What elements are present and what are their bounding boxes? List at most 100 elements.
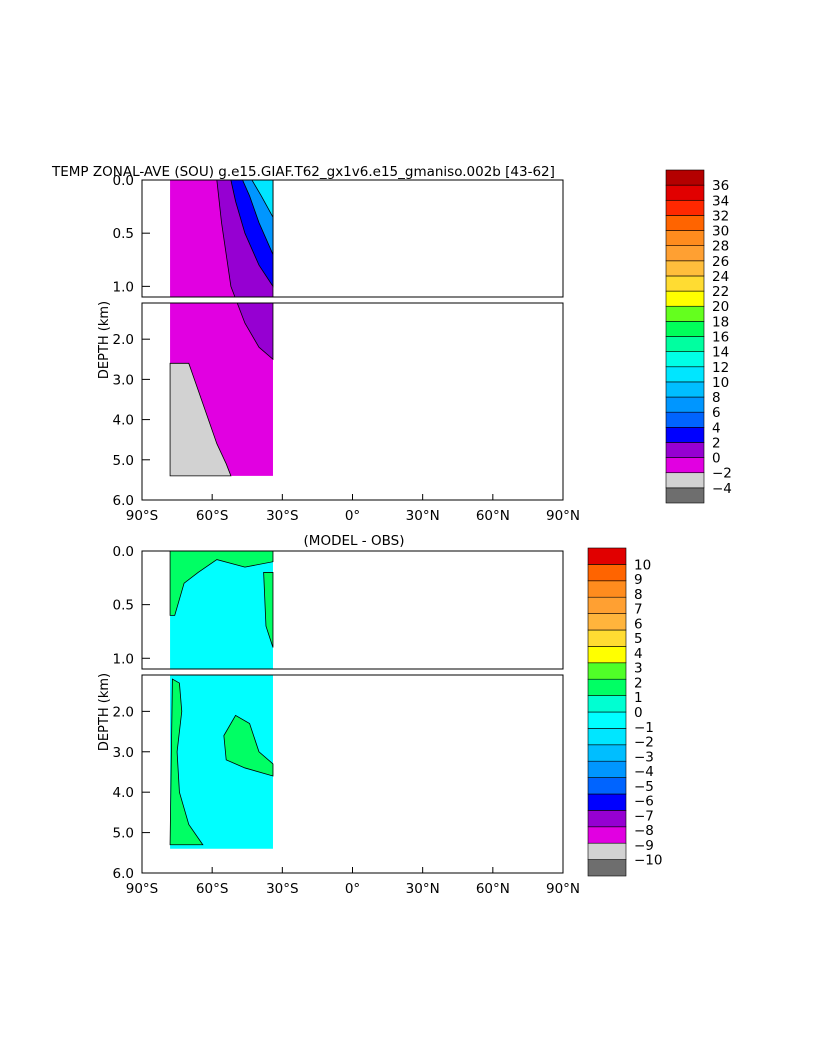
colorbar-label: −2 bbox=[712, 466, 732, 482]
colorbar-label: −4 bbox=[634, 764, 654, 780]
y-tick-label: 0.0 bbox=[113, 544, 134, 560]
x-tick-label: 60°S bbox=[196, 881, 229, 897]
colorbar-label: 18 bbox=[712, 314, 729, 330]
colorbar-swatch bbox=[665, 411, 705, 428]
colorbar-label: 0 bbox=[712, 451, 721, 467]
colorbar-swatch bbox=[587, 777, 627, 795]
colorbar-label: 20 bbox=[712, 299, 729, 315]
colorbar-swatch bbox=[665, 427, 705, 443]
colorbar-swatch bbox=[665, 199, 705, 216]
x-tick-label: 0° bbox=[345, 881, 360, 897]
colorbar-swatch bbox=[665, 381, 705, 398]
colorbar-label: −10 bbox=[634, 853, 663, 869]
x-tick-label: 0° bbox=[345, 508, 360, 524]
colorbar-swatch bbox=[665, 184, 705, 201]
colorbar-label: 10 bbox=[712, 375, 729, 391]
colorbar-swatch bbox=[587, 662, 627, 680]
colorbar-swatch bbox=[587, 547, 627, 565]
x-tick-label: 60°N bbox=[476, 508, 510, 524]
colorbar-label: 6 bbox=[634, 616, 643, 632]
colorbar-swatch bbox=[665, 260, 705, 277]
y-tick-label: 0.0 bbox=[113, 173, 134, 189]
colorbar-swatch bbox=[665, 442, 705, 458]
y-tick-label: 1.0 bbox=[113, 279, 134, 295]
colorbar-swatch bbox=[587, 629, 627, 647]
colorbar-label: 2 bbox=[712, 435, 721, 451]
colorbar-swatch bbox=[665, 169, 705, 186]
region-0-1-west bbox=[169, 678, 204, 846]
colorbar-swatch bbox=[665, 487, 705, 504]
colorbar-swatch bbox=[587, 596, 627, 614]
colorbar-label: 14 bbox=[712, 345, 729, 361]
colorbar-label: 4 bbox=[634, 646, 643, 662]
colorbar-swatch bbox=[665, 396, 705, 413]
colorbar-swatch bbox=[587, 646, 627, 664]
colorbar-label: 4 bbox=[712, 420, 721, 436]
colorbar-label: −3 bbox=[634, 749, 654, 765]
top-panel-plot: 0.0 0.5 1.0 2.0 3.0 4.0 5.0 6.090°S 60°S 30°S 0° 30… bbox=[113, 173, 581, 524]
colorbar-swatch bbox=[587, 760, 627, 778]
colorbar-swatch bbox=[665, 275, 705, 292]
axis-break-gap bbox=[141, 297, 564, 303]
colorbar-swatch bbox=[665, 366, 705, 383]
colorbar-swatch bbox=[665, 215, 705, 231]
colorbar-label: 26 bbox=[712, 254, 729, 270]
x-tick-label: 30°S bbox=[266, 508, 299, 524]
colorbar-swatch bbox=[587, 711, 627, 729]
colorbar-label: −9 bbox=[634, 838, 654, 854]
x-tick-label: 30°N bbox=[406, 881, 440, 897]
colorbar-swatch bbox=[665, 472, 705, 489]
colorbar-label: −5 bbox=[634, 779, 654, 795]
colorbar-label: −7 bbox=[634, 808, 654, 824]
y-tick-label: 2.0 bbox=[113, 704, 134, 720]
colorbar-label: 32 bbox=[712, 208, 729, 224]
colorbar-label: 28 bbox=[712, 239, 729, 255]
colorbar-label: 22 bbox=[712, 284, 729, 300]
y-tick-label: 4.0 bbox=[113, 785, 134, 801]
colorbar-label: 16 bbox=[712, 330, 729, 346]
colorbar-label: −6 bbox=[634, 794, 654, 810]
colorbar-swatch bbox=[587, 826, 627, 844]
x-tick-label: 90°N bbox=[546, 881, 580, 897]
colorbar-label: 2 bbox=[634, 675, 643, 691]
y-tick-label: 2.0 bbox=[113, 332, 134, 348]
colorbar-label: −1 bbox=[634, 720, 654, 736]
colorbar-label: 12 bbox=[712, 360, 729, 376]
y-tick-label: 6.0 bbox=[113, 493, 134, 509]
colorbar-swatch bbox=[587, 678, 627, 696]
colorbar-swatch bbox=[587, 580, 627, 598]
y-tick-label: 4.0 bbox=[113, 413, 134, 429]
colorbar-swatch bbox=[587, 793, 627, 811]
colorbar-swatch bbox=[587, 695, 627, 713]
y-tick-label: 5.0 bbox=[113, 826, 134, 842]
colorbar-label: 8 bbox=[634, 587, 643, 603]
region-below-zero bbox=[169, 362, 232, 477]
colorbar-label: 7 bbox=[634, 602, 643, 618]
colorbar-label: 1 bbox=[634, 690, 643, 706]
x-tick-label: 90°N bbox=[546, 508, 580, 524]
colorbar-label: 34 bbox=[712, 193, 729, 209]
region-0-1-mid bbox=[223, 714, 274, 777]
colorbar-label: 8 bbox=[712, 390, 721, 406]
colorbar-label: −2 bbox=[634, 735, 654, 751]
colorbar-swatch bbox=[587, 564, 627, 582]
y-tick-label: 0.5 bbox=[113, 226, 134, 242]
x-tick-label: 60°S bbox=[196, 508, 229, 524]
x-tick-label: 90°S bbox=[126, 508, 159, 524]
colorbar-swatch bbox=[665, 321, 705, 337]
colorbar-swatch bbox=[665, 230, 705, 246]
y-tick-label: 0.5 bbox=[113, 598, 134, 614]
colorbar-swatch bbox=[665, 305, 705, 322]
top-panel-title: TEMP ZONAL-AVE (SOU) g.e15.GIAF.T62_gx1v… bbox=[51, 164, 555, 180]
colorbar-label: 30 bbox=[712, 224, 729, 240]
y-tick-label: 1.0 bbox=[113, 651, 134, 667]
colorbar-label: 6 bbox=[712, 405, 721, 421]
colorbar-swatch bbox=[587, 613, 627, 631]
colorbar-swatch bbox=[587, 810, 627, 828]
bottom-panel-title: (MODEL - OBS) bbox=[304, 533, 405, 549]
colorbar-swatch bbox=[665, 290, 705, 307]
colorbar-swatch bbox=[587, 728, 627, 746]
colorbar-label: −8 bbox=[634, 823, 654, 839]
colorbar-swatch bbox=[587, 859, 627, 877]
